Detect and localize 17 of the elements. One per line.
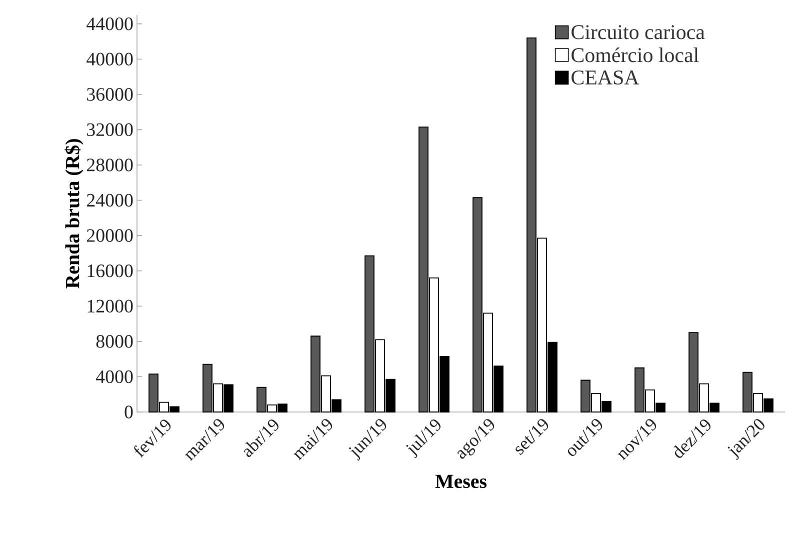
y-tick-label: 36000 (87, 88, 133, 101)
y-tick-label: 24000 (86, 194, 133, 207)
y-tick-label: 0 (124, 406, 133, 418)
y-tick-label: 28000 (86, 158, 133, 172)
legend-label: Comércio local (572, 47, 699, 62)
y-tick-label: 12000 (88, 300, 133, 313)
y-axis-title: Renda bruta (R$) (64, 139, 84, 288)
y-tick-label: 40000 (86, 52, 133, 66)
y-tick-label: 16000 (88, 264, 133, 278)
y-tick-label: 44000 (86, 17, 133, 30)
legend-label: Circuito carioca (572, 25, 705, 40)
y-tick-label: 8000 (96, 335, 133, 348)
x-axis-title: Meses (435, 474, 487, 488)
legend-label: CEASA (572, 70, 640, 85)
y-tick-label: 4000 (96, 370, 133, 384)
y-tick-label: 20000 (86, 229, 133, 242)
y-tick-label: 32000 (87, 123, 133, 136)
